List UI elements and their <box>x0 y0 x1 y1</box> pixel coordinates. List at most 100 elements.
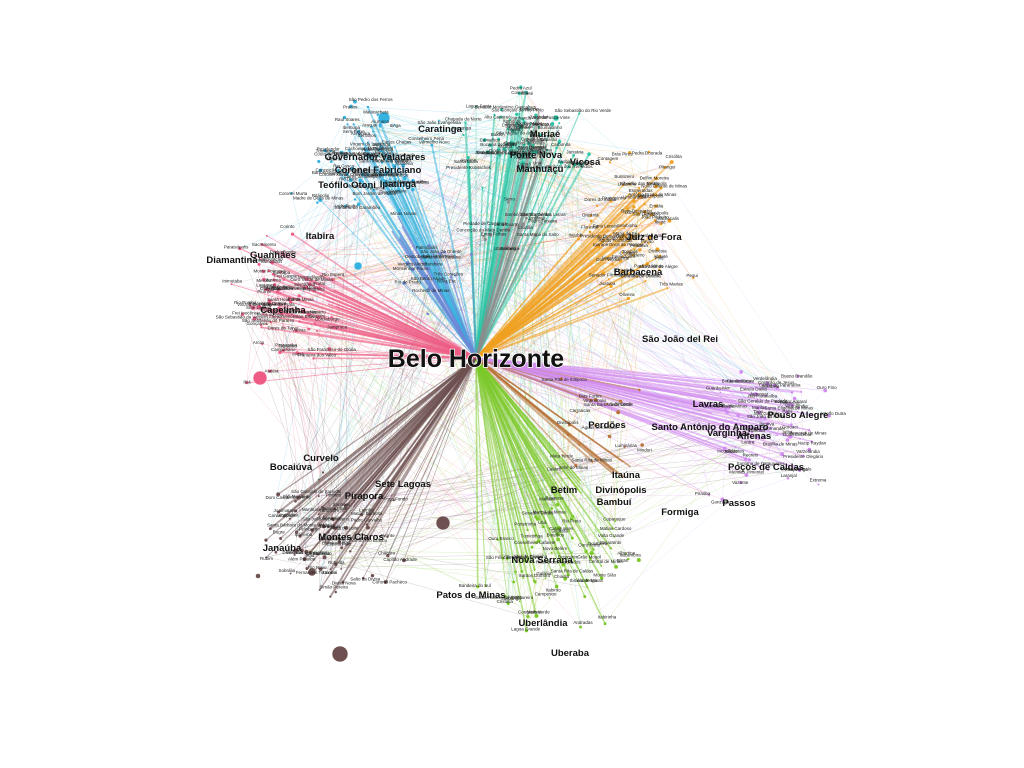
city-node <box>799 437 801 440</box>
city-node <box>796 410 799 413</box>
city-node <box>503 594 507 598</box>
city-node <box>508 118 512 121</box>
city-node <box>449 276 453 279</box>
city-node <box>380 161 384 164</box>
city-node <box>306 313 311 317</box>
major-city-label: Uberaba <box>551 648 590 659</box>
city-node <box>499 115 503 119</box>
city-node <box>312 357 315 360</box>
city-node <box>352 123 355 126</box>
city-node <box>526 556 530 560</box>
minor-city-label: Astolfo Dutra <box>820 411 847 416</box>
city-node <box>557 526 561 530</box>
city-node <box>301 309 306 314</box>
city-node <box>592 548 595 551</box>
city-node <box>383 172 388 176</box>
edge <box>394 146 800 471</box>
edge <box>389 157 514 583</box>
hub-edge <box>475 357 536 571</box>
city-node <box>329 149 333 153</box>
edge <box>536 117 602 567</box>
city-node <box>289 572 292 575</box>
hub-edge <box>475 223 543 359</box>
edge <box>318 479 320 590</box>
hub-edge <box>475 357 791 438</box>
hub-edge <box>475 357 522 470</box>
city-node <box>265 556 268 559</box>
edge <box>746 453 783 476</box>
city-node <box>515 112 519 116</box>
city-node <box>655 247 660 252</box>
city-node <box>768 408 771 411</box>
edge <box>306 278 780 446</box>
city-node <box>411 187 415 192</box>
city-node <box>312 289 315 293</box>
city-node <box>501 557 505 560</box>
city-node <box>334 562 338 567</box>
city-node <box>426 312 429 316</box>
city-node <box>659 186 663 190</box>
edge <box>648 151 799 377</box>
city-node <box>367 141 370 144</box>
edge <box>269 148 366 302</box>
edge <box>280 447 625 539</box>
city-node <box>522 143 526 147</box>
city-node <box>522 120 526 124</box>
city-node <box>401 163 406 168</box>
hub-edge <box>303 311 477 359</box>
city-node <box>534 150 538 155</box>
city-node <box>305 567 309 570</box>
city-node <box>327 530 330 534</box>
city-node <box>502 147 506 151</box>
city-node <box>534 113 538 117</box>
city-node <box>268 301 272 305</box>
city-node <box>535 116 538 119</box>
city-node <box>349 537 352 540</box>
city-node <box>817 483 820 486</box>
city-node <box>603 622 607 626</box>
edge <box>463 135 617 567</box>
city-node <box>346 123 349 126</box>
city-node <box>591 460 594 463</box>
city-node <box>658 268 661 271</box>
city-node <box>317 553 320 556</box>
hub-edge <box>475 357 728 427</box>
city-node <box>558 122 561 125</box>
edge <box>722 425 728 500</box>
city-node <box>294 530 299 534</box>
city-node <box>506 200 510 204</box>
city-node <box>778 444 781 447</box>
edge <box>365 150 592 222</box>
minor-city-label: Itabirito <box>546 587 561 592</box>
city-node <box>281 253 284 257</box>
edge <box>572 447 736 539</box>
hub-edge-strong <box>475 268 600 359</box>
city-node <box>317 495 320 498</box>
edge <box>353 124 424 141</box>
city-node <box>636 212 641 216</box>
edge <box>261 327 529 617</box>
city-node <box>293 554 296 556</box>
minor-city-label: Inimutaba <box>222 279 242 284</box>
edge <box>269 300 516 573</box>
city-node <box>734 446 737 449</box>
edge <box>319 499 336 590</box>
city-node <box>318 198 323 203</box>
city-node <box>636 558 641 562</box>
city-node <box>566 572 570 577</box>
city-node <box>252 316 257 321</box>
edge <box>609 162 662 189</box>
city-node <box>758 465 762 468</box>
hub-edge-strong <box>327 303 477 359</box>
edge <box>615 380 741 522</box>
city-node <box>265 234 268 237</box>
edge <box>477 271 623 587</box>
city-node <box>786 476 790 480</box>
hub-edge-strong <box>343 357 477 538</box>
edge <box>601 243 649 579</box>
edge <box>557 528 591 559</box>
city-node <box>348 149 351 152</box>
city-node <box>295 351 299 355</box>
city-node <box>620 269 624 274</box>
edge <box>801 391 804 456</box>
